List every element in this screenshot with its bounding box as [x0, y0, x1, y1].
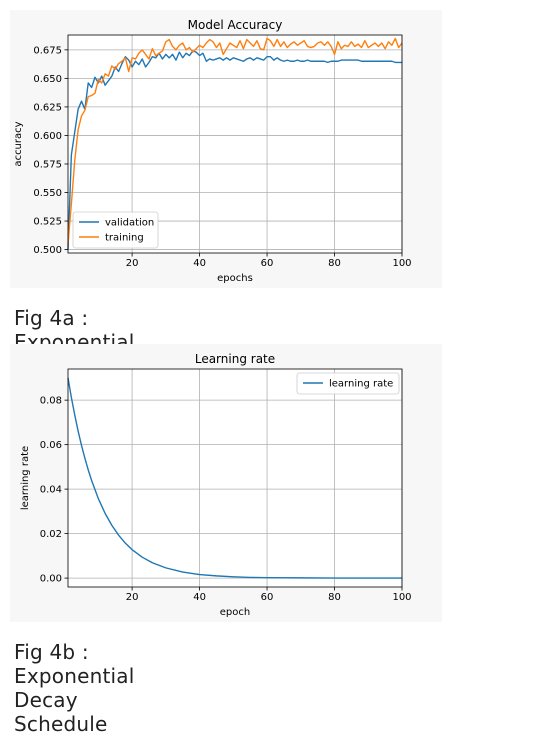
y-tick-label: 0.575	[33, 159, 62, 170]
legend: validation training	[72, 211, 159, 249]
x-tick-label: 60	[261, 592, 274, 603]
y-tick-label: 0.500	[33, 245, 62, 256]
y-tick-label: 0.600	[33, 131, 62, 142]
legend-label: learning rate	[329, 379, 393, 390]
y-tick-label: 0.550	[33, 188, 62, 199]
axes-frame	[67, 34, 403, 254]
y-tick-label: 0.650	[33, 74, 62, 85]
x-tick-label: 40	[193, 258, 206, 269]
y-tick-label: 0.02	[40, 529, 62, 540]
axes-frame	[67, 368, 403, 588]
accuracy-chart: 20 40 60 80 100 0.500 0.525 0.550 0.575 0.600 0.62…	[13, 18, 412, 284]
y-tick-label: 0.625	[33, 102, 62, 113]
y-axis-label: accuracy	[13, 121, 24, 166]
legend-box	[72, 211, 159, 249]
chart-panel: 20 40 60 80 100 0.500 0.525 0.550 0.575 0.600 0.62…	[10, 10, 442, 288]
legend-box	[296, 372, 400, 395]
x-tick-label: 100	[392, 592, 411, 603]
x-tick-label: 20	[126, 592, 139, 603]
y-tick-label: 0.04	[40, 485, 62, 496]
figure-caption: Fig 4b : Exponential Decay Schedule	[14, 640, 135, 736]
y-tick-label: 0.525	[33, 217, 62, 228]
chart-title: Model Accuracy	[188, 18, 283, 32]
series-line-learning-rate	[67, 377, 402, 579]
chart-panel: 20 40 60 80 100 0.00 0.02 0.04 0.06 0.08 Learning …	[10, 344, 442, 622]
y-tick-label: 0.06	[40, 440, 62, 451]
chart-title: Learning rate	[195, 352, 275, 366]
x-tick-label: 40	[193, 592, 206, 603]
legend: learning rate	[296, 372, 400, 395]
learning-rate-chart: 20 40 60 80 100 0.00 0.02 0.04 0.06 0.08 Learning …	[20, 352, 412, 618]
y-tick-label: 0.00	[40, 574, 62, 585]
x-tick-label: 80	[328, 592, 341, 603]
plot-area	[68, 369, 402, 587]
y-tick-label: 0.08	[40, 396, 62, 407]
x-axis-label: epochs	[217, 273, 253, 284]
x-tick-label: 20	[126, 258, 139, 269]
series-line-training	[67, 37, 403, 244]
x-axis-label: epoch	[220, 607, 250, 618]
legend-label: training	[105, 233, 144, 244]
y-axis-label: learning rate	[20, 446, 31, 510]
x-tick-label: 100	[392, 258, 411, 269]
x-tick-label: 60	[261, 258, 274, 269]
y-tick-label: 0.675	[33, 45, 62, 56]
legend-label: validation	[105, 218, 154, 229]
x-tick-label: 80	[328, 258, 341, 269]
